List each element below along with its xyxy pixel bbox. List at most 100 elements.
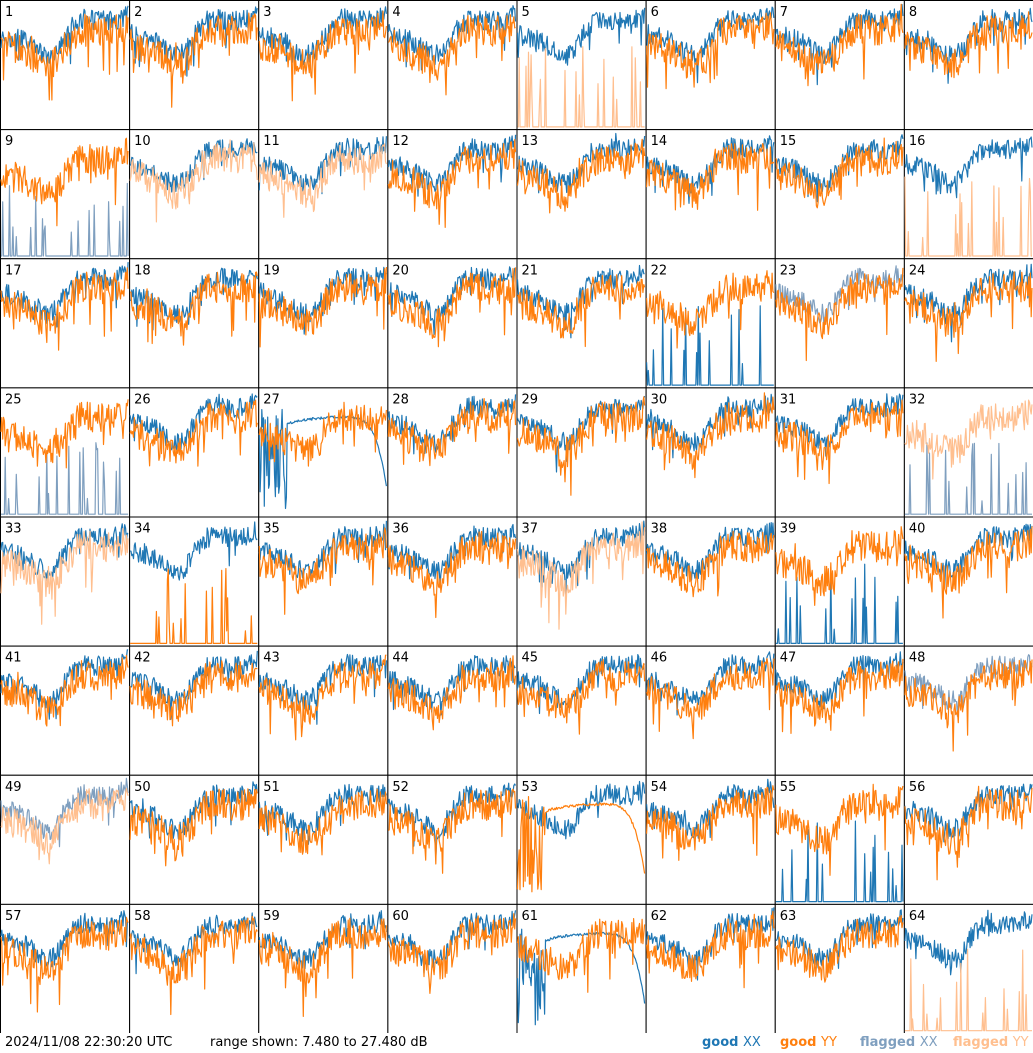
series-xx [516,7,646,66]
panel-16: 16 [903,129,1033,260]
panel-11: 11 [258,129,389,260]
series-yy [129,788,258,867]
panel-label: 55 [780,780,797,795]
panel-10: 10 [129,129,260,260]
panel-52: 52 [387,774,518,905]
series-yy [646,143,775,211]
panel-61: 61 [516,903,647,1033]
panel-label: 11 [263,134,280,149]
panel-13: 13 [516,129,647,260]
panel-label: 4 [392,5,400,20]
panel-20: 20 [387,258,518,389]
series-xx [1,442,129,515]
panel-frame [129,129,260,260]
series-yy [775,658,904,734]
series-yy [904,948,1032,1032]
panel-label: 39 [780,522,797,537]
legend-status: flagged [860,1035,916,1050]
panel-frame [774,903,905,1033]
range-shown: range shown: 7.480 to 27.480 dB [210,1035,428,1050]
panel-label: 1 [5,5,13,20]
series-yy [516,659,646,735]
panel-62: 62 [645,903,776,1033]
panel-label: 17 [5,263,22,278]
panel-21: 21 [516,258,647,389]
series-yy [129,271,258,346]
legend-pol: YY [1012,1035,1029,1050]
panel-27: 27 [258,387,389,518]
panel-label: 18 [134,263,151,278]
panel-frame [258,903,389,1033]
series-yy [258,401,387,467]
series-yy [775,783,904,876]
panel-frame [0,774,131,905]
panel-18: 18 [129,258,260,389]
panel-7: 7 [774,0,905,131]
panel-label: 40 [909,522,926,537]
panel-2: 2 [129,0,260,131]
panel-45: 45 [516,645,647,776]
panel-label: 29 [522,392,539,407]
panel-frame [516,258,647,389]
series-yy [646,910,775,989]
series-yy [0,916,129,1013]
series-xx [387,394,517,455]
panel-15: 15 [774,129,905,260]
series-yy [775,3,904,87]
panel-label: 36 [392,522,409,537]
panel-29: 29 [516,387,647,518]
panel-label: 9 [5,134,13,149]
series-xx [387,655,516,716]
panel-label: 60 [392,909,409,924]
panel-30: 30 [645,387,776,518]
panel-frame [0,903,131,1033]
series-yy [387,14,516,96]
panel-label: 31 [780,392,797,407]
panel-5: 5 [516,0,647,131]
series-yy [0,527,129,625]
legend-pol: XX [919,1035,938,1050]
series-yy [904,11,1033,79]
series-yy [516,138,646,214]
series-yy [129,915,258,1016]
panel-34: 34 [129,516,260,647]
series-xx [129,781,258,840]
panel-label: 43 [263,651,280,666]
series-xx [904,909,1033,976]
panel-23: 23 [774,258,905,389]
panel-39: 39 [774,516,905,647]
panel-4: 4 [387,0,518,131]
panel-label: 14 [651,134,668,149]
panel-frame [774,774,905,905]
panel-label: 21 [522,263,539,278]
series-xx [387,523,517,588]
panel-label: 30 [651,392,668,407]
panel-label: 45 [522,651,539,666]
series-yy [130,568,258,644]
panel-label: 28 [392,392,409,407]
series-yy [904,176,1032,257]
panel-label: 32 [909,392,926,407]
panel-label: 3 [263,5,271,20]
panel-label: 26 [134,392,151,407]
panel-58: 58 [129,903,260,1033]
panel-label: 20 [392,263,409,278]
panel-label: 15 [780,134,797,149]
series-yy [904,271,1033,362]
panel-43: 43 [258,645,389,776]
panel-label: 53 [522,780,539,795]
series-xx [646,6,775,84]
panel-label: 50 [134,780,151,795]
series-yy [387,530,517,619]
panel-label: 56 [909,780,926,795]
series-yy [0,399,129,469]
legend-good-yy: good YY [780,1035,837,1050]
series-yy [0,137,129,227]
series-yy [646,530,775,598]
series-xx [129,521,258,581]
series-xx [387,910,517,974]
series-yy [646,658,775,740]
panel-22: 22 [645,258,776,389]
series-xx [775,909,904,969]
series-yy [258,788,387,856]
